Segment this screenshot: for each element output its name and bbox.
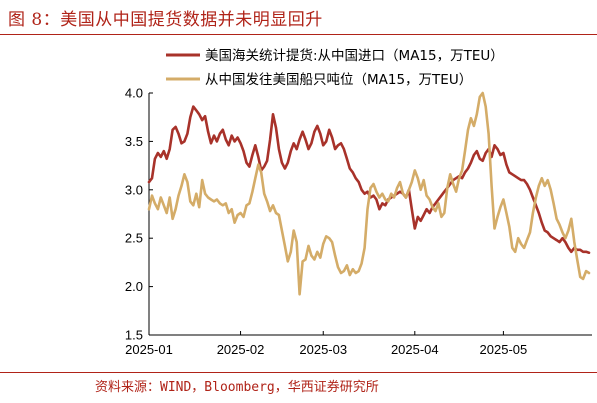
- line-chart: 1.5 2.0 2.5 3.0 3.5 4.0 2025-01 2025-02 2025-03 2…: [125, 47, 592, 357]
- chart-legend: 美国海关统计提货:从中国进口（MA15，万TEU） 从中国发往美国船只吨位（MA1…: [166, 47, 504, 88]
- series-line-2: [147, 91, 591, 296]
- chart-series: [147, 91, 591, 296]
- x-tick-label: 2025-03: [299, 342, 347, 357]
- source-rule: [0, 372, 597, 373]
- y-tick-label: 1.5: [125, 328, 143, 343]
- figure-title: 图 8：美国从中国提货数据并未明显回升: [8, 10, 323, 30]
- x-tick-label: 2025-04: [391, 342, 439, 357]
- x-tick-label: 2025-02: [217, 342, 265, 357]
- legend-label-2: 从中国发往美国船只吨位（MA15，万TEU）: [205, 72, 472, 88]
- chart-axes: 1.5 2.0 2.5 3.0 3.5 4.0 2025-01 2025-02 2025-03 2…: [125, 86, 592, 357]
- y-tick-label: 2.5: [125, 231, 143, 246]
- y-tick-label: 2.0: [125, 279, 143, 294]
- x-tick-label: 2025-01: [125, 342, 173, 357]
- series-line-1: [147, 105, 591, 254]
- x-tick-label: 2025-05: [480, 342, 528, 357]
- y-tick-label: 3.5: [125, 134, 143, 149]
- y-tick-label: 3.0: [125, 182, 143, 197]
- source-note: 资料来源：WIND，Bloomberg，华西证券研究所: [95, 380, 379, 395]
- y-tick-label: 4.0: [125, 86, 143, 101]
- title-rule: [0, 34, 597, 35]
- legend-label-1: 美国海关统计提货:从中国进口（MA15，万TEU）: [205, 47, 504, 64]
